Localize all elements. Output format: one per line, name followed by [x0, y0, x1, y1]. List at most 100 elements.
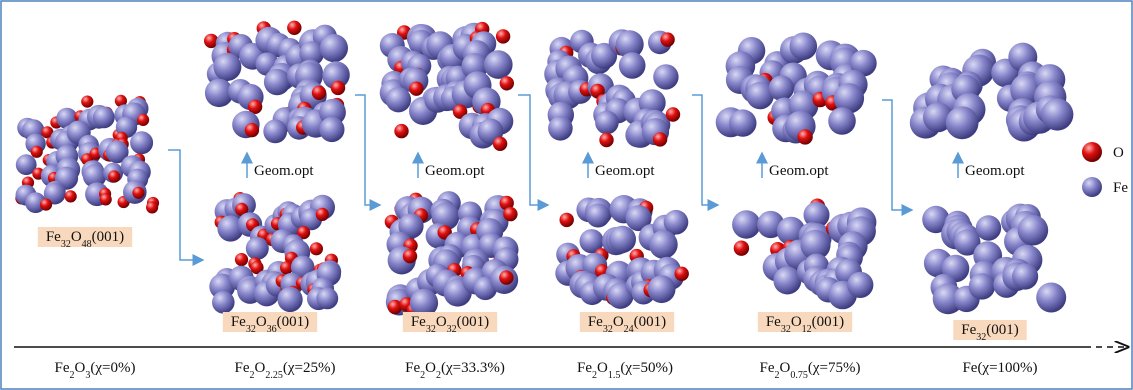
formula: Fe(χ=100%) — [962, 360, 1037, 376]
fe-atom — [586, 204, 610, 228]
fe-atom — [264, 69, 290, 95]
subscript: 32 — [603, 324, 613, 335]
o-atom — [599, 133, 613, 147]
subscript: 36 — [267, 324, 277, 335]
connector-arrow — [518, 95, 548, 205]
fe-atom — [548, 116, 573, 141]
o-atom — [409, 82, 423, 96]
o-atom — [503, 207, 517, 221]
o-atom — [560, 213, 574, 227]
legend-label: O — [1113, 145, 1124, 161]
structure-label: Fe32(001) — [953, 320, 1027, 343]
formula-part: O — [75, 360, 86, 376]
fe-atom — [976, 215, 1001, 240]
fe-atom — [93, 107, 115, 129]
o-atom — [496, 29, 510, 43]
subscript: 12 — [802, 324, 812, 335]
o-atom — [235, 253, 248, 266]
o-atom — [108, 170, 120, 182]
formula-part: Fe — [588, 314, 603, 330]
o-atom — [310, 242, 323, 255]
o-atom — [132, 187, 144, 199]
formula-part: O — [255, 360, 266, 376]
o-atom — [493, 137, 507, 151]
o-atom — [245, 123, 259, 137]
o-atom — [100, 193, 112, 205]
subscript: 0.75 — [790, 370, 808, 381]
formula-part: Fe — [235, 360, 250, 376]
fe-atom — [1018, 215, 1049, 246]
formula-part: (001) — [92, 229, 125, 245]
formula-part: (001) — [457, 314, 490, 330]
figure: Fe32O48(001)Fe32O36(001)Geom.optFe32O32(… — [0, 0, 1133, 390]
fe-atom — [484, 50, 513, 79]
structure-label: Fe32O12(001) — [758, 312, 852, 335]
formula-part: O — [780, 360, 791, 376]
fe-atom — [319, 117, 344, 142]
subscript: 32 — [781, 324, 791, 335]
formula-part: Fe(χ=100%) — [962, 360, 1037, 376]
formula: Fe2O3(χ=0%) — [55, 360, 136, 381]
formula-part: (001) — [277, 314, 310, 330]
fe-atom — [828, 107, 856, 135]
legend-o-atom — [1082, 142, 1102, 162]
formula-part: O — [597, 360, 608, 376]
fe-atom — [130, 131, 153, 154]
o-atom — [499, 270, 513, 284]
formula-part: (χ=25%) — [283, 360, 336, 376]
formula-part: O — [436, 314, 447, 330]
fe-atom — [609, 226, 636, 253]
o-atom — [797, 129, 812, 144]
connector-arrow — [692, 95, 718, 205]
o-atom — [403, 249, 417, 263]
formula-part: (001) — [812, 314, 845, 330]
fe-atom — [732, 210, 760, 238]
fe-atom — [212, 291, 235, 314]
o-atom — [500, 76, 514, 90]
fe-atom — [386, 87, 411, 112]
formula-part: Fe — [411, 314, 426, 330]
o-atom — [287, 21, 301, 35]
o-atom — [312, 86, 326, 100]
o-atom — [394, 124, 408, 138]
page: Fe32O48(001)Fe32O36(001)Geom.optFe32O32(… — [0, 0, 1133, 390]
structure-label: Fe32O36(001) — [223, 312, 317, 335]
o-atom — [675, 267, 689, 281]
fe-atom — [619, 52, 646, 79]
formula-part: (χ=33.3%) — [441, 360, 505, 376]
formula-part: O — [256, 314, 267, 330]
formula-part: Fe — [760, 360, 775, 376]
o-atom — [660, 32, 674, 46]
o-atom — [316, 208, 329, 221]
fe-atom — [653, 64, 678, 89]
subscript: 2.25 — [265, 370, 283, 381]
formula-part: O — [425, 360, 436, 376]
formula-part: (001) — [634, 314, 667, 330]
connector-arrow — [882, 100, 912, 210]
formula-part: (χ=50%) — [620, 360, 673, 376]
formula-part: (χ=75%) — [808, 360, 861, 376]
subscript: 32 — [61, 239, 71, 250]
formula-part: O — [613, 314, 624, 330]
formula-part: (001) — [986, 322, 1019, 338]
fe-atom — [263, 119, 287, 143]
o-atom — [81, 96, 93, 108]
formula-part: O — [791, 314, 802, 330]
fe-atom — [1041, 98, 1073, 130]
geom-opt-label: Geom.opt — [254, 163, 314, 179]
connector-arrow — [355, 95, 380, 205]
formula: Fe2O2(χ=33.3%) — [405, 360, 505, 381]
fe-atom — [946, 106, 979, 139]
formula-part: Fe — [231, 314, 246, 330]
fe-atom — [320, 34, 348, 62]
fe-atom — [847, 272, 873, 298]
o-atom — [734, 241, 749, 256]
subscript: 32 — [426, 324, 436, 335]
o-atom — [666, 107, 680, 121]
fe-atom — [729, 109, 756, 136]
formula-part: Fe — [577, 360, 592, 376]
fe-atom — [769, 75, 794, 100]
geom-opt-label: Geom.opt — [965, 163, 1025, 179]
subscript: 24 — [624, 324, 634, 335]
structure-label: Fe32O48(001) — [38, 227, 132, 250]
